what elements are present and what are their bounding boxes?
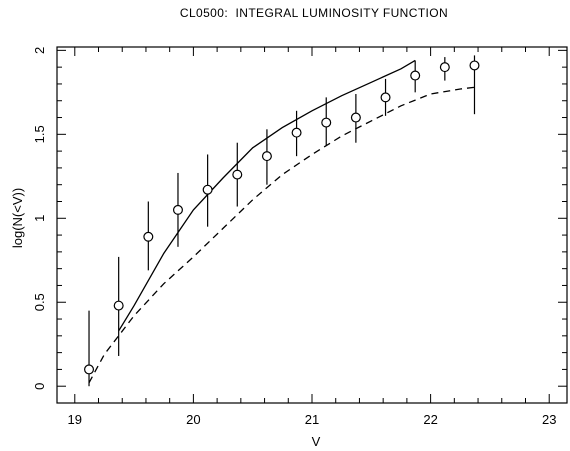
- data-point: [291, 127, 302, 138]
- x-tick-label: 22: [423, 412, 437, 427]
- data-points: [84, 55, 480, 387]
- data-point: [410, 70, 421, 81]
- y-axis-label: log(N(<V)): [10, 188, 25, 248]
- x-tick-label: 19: [68, 412, 82, 427]
- y-tick-label: 0.5: [32, 293, 47, 311]
- data-point: [232, 169, 243, 180]
- data-point: [172, 204, 183, 215]
- x-axis-label: V: [312, 434, 321, 449]
- data-point: [202, 184, 213, 195]
- x-tick-label: 23: [542, 412, 556, 427]
- data-point: [380, 92, 391, 103]
- plot-frame: [56, 46, 568, 404]
- y-tick-label: 1: [32, 215, 47, 222]
- data-point: [143, 231, 154, 242]
- y-tick-label: 1.5: [32, 125, 47, 143]
- data-point: [84, 364, 95, 375]
- model-curve-dashed: [88, 86, 475, 384]
- data-point: [469, 60, 480, 71]
- data-point: [350, 112, 361, 123]
- axis-ticks: 19 20 21 22 23 0 0.5 1 1.5 2: [32, 47, 567, 427]
- data-point: [321, 117, 332, 128]
- data-point: [113, 300, 124, 311]
- data-point: [261, 151, 272, 162]
- y-tick-label: 2: [32, 47, 47, 54]
- y-tick-label: 0: [32, 383, 47, 390]
- chart-title: CL0500: INTEGRAL LUMINOSITY FUNCTION: [180, 6, 448, 20]
- x-tick-label: 20: [186, 412, 200, 427]
- x-tick-label: 21: [305, 412, 319, 427]
- data-point: [439, 62, 450, 73]
- model-curve-solid: [118, 59, 416, 332]
- model-curves: [88, 59, 475, 384]
